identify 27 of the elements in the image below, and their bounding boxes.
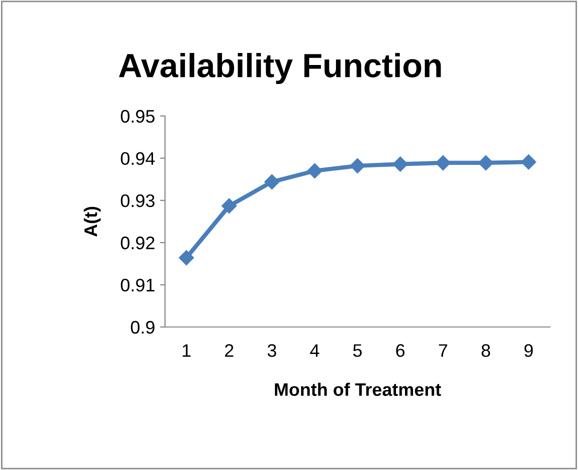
x-tick-label: 2 bbox=[225, 344, 234, 357]
point bbox=[392, 156, 408, 172]
y-tick-label: 0.95 bbox=[120, 110, 155, 123]
y-tick-label: 0.9 bbox=[130, 320, 154, 334]
x-tick-label: 9 bbox=[524, 344, 533, 357]
x-tick-label: 4 bbox=[310, 344, 320, 357]
point bbox=[478, 155, 494, 170]
x-tick-label: 3 bbox=[268, 344, 276, 357]
y-tick-label: 0.91 bbox=[120, 278, 154, 292]
point bbox=[350, 158, 366, 174]
chart-title: Availability Function bbox=[118, 52, 441, 84]
y-tick-label: 0.93 bbox=[120, 194, 154, 208]
point bbox=[178, 250, 194, 266]
point bbox=[521, 154, 536, 170]
y-axis-title: A(t) bbox=[84, 206, 101, 237]
x-tick-label: 7 bbox=[438, 344, 448, 357]
y-tick-label: 0.94 bbox=[120, 152, 155, 165]
x-tick-label: 8 bbox=[482, 344, 490, 357]
point bbox=[264, 174, 280, 190]
point bbox=[222, 198, 237, 214]
x-tick-label: 6 bbox=[396, 344, 405, 357]
y-tick-label: 0.92 bbox=[120, 236, 154, 250]
point bbox=[307, 163, 322, 178]
point bbox=[435, 155, 451, 170]
x-axis-title: Month of Treatment bbox=[274, 382, 442, 396]
x-tick-label: 1 bbox=[182, 344, 191, 357]
x-tick-label: 5 bbox=[353, 344, 362, 357]
